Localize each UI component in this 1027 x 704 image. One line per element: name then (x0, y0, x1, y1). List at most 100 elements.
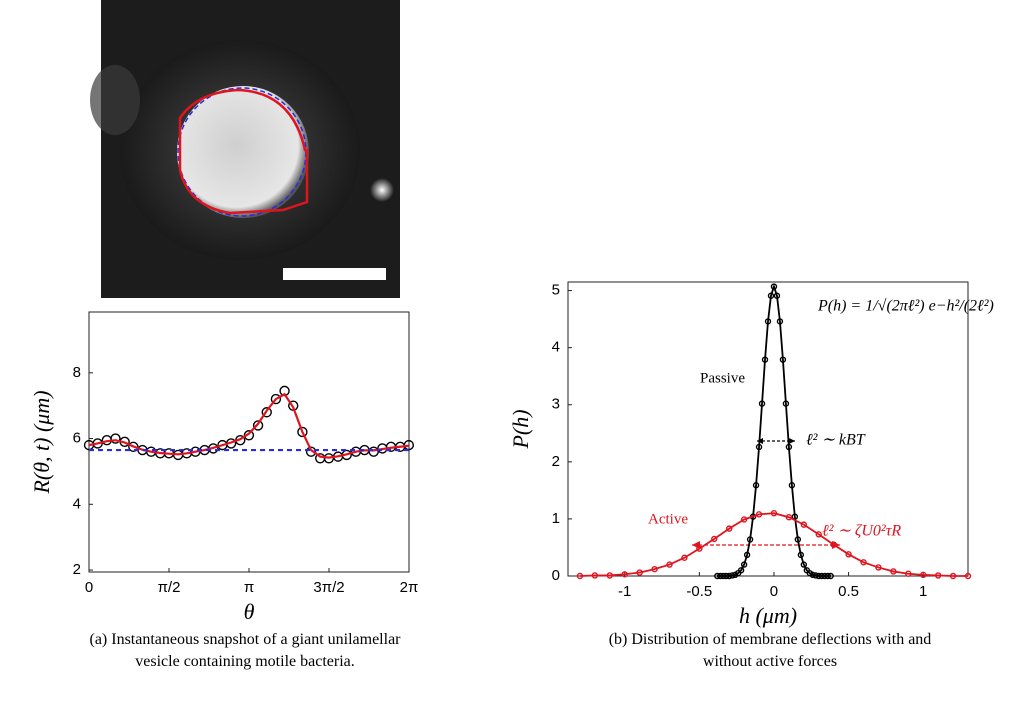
data-point (725, 572, 733, 580)
data-point (576, 572, 584, 580)
y-tick-label: 2 (73, 561, 81, 578)
data-point (728, 572, 736, 579)
data-point (746, 536, 754, 543)
y-tick-label: 4 (552, 339, 560, 356)
x-tick-label: -0.5 (686, 583, 712, 600)
data-point (297, 426, 308, 438)
data-point (815, 572, 822, 580)
data-point (827, 572, 834, 580)
data-point (755, 443, 763, 451)
data-point (651, 565, 658, 573)
data-point (128, 441, 139, 452)
data-point (818, 572, 825, 580)
data-point (794, 536, 802, 543)
data-point (821, 572, 828, 580)
data-point (737, 567, 745, 574)
y-axis-label: P(h) (508, 409, 533, 449)
series-label: Passive (700, 370, 745, 386)
data-point (761, 356, 769, 363)
data-point (110, 433, 121, 444)
data-point (785, 443, 793, 451)
data-point (800, 561, 808, 568)
data-point (776, 318, 784, 325)
data-point (815, 531, 822, 538)
y-tick-label: 0 (552, 567, 560, 584)
data-point (797, 551, 805, 559)
plot-frame (88, 311, 410, 573)
y-tick-label: 1 (552, 510, 560, 527)
data-point (636, 569, 643, 576)
data-point (714, 572, 721, 580)
data-point (875, 564, 882, 571)
data-point (723, 572, 730, 580)
y-tick-label: 3 (552, 396, 560, 413)
data-point (740, 516, 748, 523)
data-point (860, 559, 867, 566)
data-point (305, 446, 317, 457)
data-point (782, 400, 790, 407)
series-line (88, 392, 409, 459)
data-point (845, 551, 852, 558)
data-point (261, 407, 272, 418)
data-point (740, 561, 748, 568)
x-tick-label: 2π (400, 579, 419, 596)
data-point (752, 482, 760, 489)
data-point (770, 510, 778, 517)
data-point (743, 551, 751, 559)
series-label: Active (648, 511, 688, 527)
data-point (696, 545, 703, 552)
data-point (720, 572, 727, 580)
data-point (725, 525, 733, 532)
data-point (681, 554, 688, 561)
x-tick-label: -1 (618, 583, 631, 600)
data-point (809, 571, 816, 579)
data-point (368, 446, 379, 457)
formula: P(h) = 1/√(2πℓ²) e−h²/(2ℓ²) (817, 298, 994, 315)
data-point (252, 420, 264, 431)
data-point (788, 482, 796, 489)
data-point (717, 572, 724, 580)
data-point (403, 439, 415, 451)
data-point (949, 572, 957, 580)
data-point (812, 572, 819, 579)
data-point (758, 400, 766, 407)
annotation: ℓ² ∼ ζU0²τR (822, 523, 901, 540)
data-point (621, 571, 628, 578)
data-point (934, 572, 942, 579)
data-point (890, 568, 897, 575)
data-point (779, 356, 787, 363)
data-point (755, 511, 763, 518)
data-point (800, 521, 808, 528)
data-point (270, 393, 282, 405)
plot-frame (567, 281, 969, 577)
x-axis-label: θ (244, 599, 255, 624)
y-tick-label: 5 (552, 282, 560, 299)
data-point (964, 572, 972, 580)
micrograph (90, 0, 400, 298)
x-tick-label: 1 (919, 583, 927, 600)
data-point (666, 561, 673, 568)
data-point (905, 570, 912, 577)
annotation: ℓ² ∼ kBT (806, 432, 866, 449)
x-tick-label: 0 (770, 583, 778, 600)
data-point (711, 535, 718, 543)
data-point (920, 571, 927, 579)
caption: (b) Distribution of membrane deflections… (609, 631, 932, 670)
y-tick-label: 4 (73, 495, 81, 512)
x-tick-label: 0.5 (838, 583, 859, 600)
data-point (785, 514, 793, 521)
data-point (606, 572, 613, 579)
data-point (773, 292, 781, 299)
y-axis-label: R(θ, t) (μm) (29, 390, 54, 494)
data-point (770, 283, 778, 290)
y-tick-label: 6 (73, 430, 81, 447)
data-point (824, 572, 831, 580)
x-tick-label: π/2 (158, 579, 181, 596)
x-tick-label: 3π/2 (313, 579, 344, 596)
x-tick-label: π (244, 579, 254, 596)
x-axis-label: h (μm) (739, 603, 797, 628)
caption: (a) Instantaneous snapshot of a giant un… (89, 631, 401, 670)
x-tick-label: 0 (85, 579, 93, 596)
data-point (830, 541, 837, 548)
